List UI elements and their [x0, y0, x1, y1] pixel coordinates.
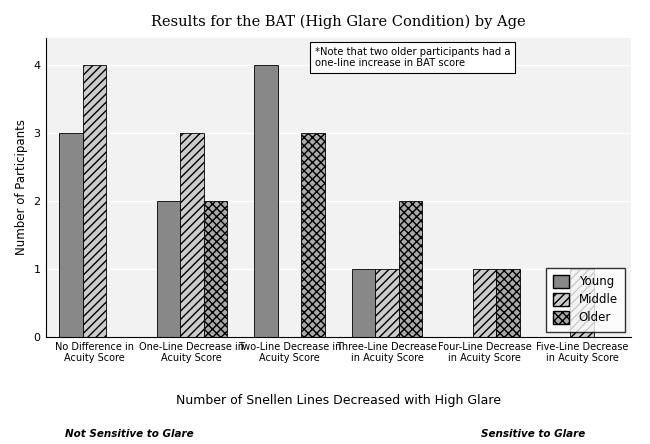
Bar	[570, 270, 593, 337]
Title: Results for the BAT (High Glare Condition) by Age: Results for the BAT (High Glare Conditio…	[151, 15, 525, 29]
Bar	[301, 133, 324, 337]
Bar	[398, 201, 422, 337]
Text: Sensitive to Glare: Sensitive to Glare	[481, 429, 585, 440]
Bar	[496, 270, 519, 337]
Bar	[254, 65, 278, 337]
Bar	[83, 65, 106, 337]
Bar	[352, 270, 375, 337]
Y-axis label: Number of Participants: Number of Participants	[15, 119, 28, 255]
Text: *Note that two older participants had a
one-line increase in BAT score: *Note that two older participants had a …	[315, 47, 510, 68]
Bar	[375, 270, 398, 337]
Bar	[59, 133, 83, 337]
Bar	[203, 201, 227, 337]
Bar	[180, 133, 203, 337]
Bar	[157, 201, 180, 337]
X-axis label: Number of Snellen Lines Decreased with High Glare: Number of Snellen Lines Decreased with H…	[176, 394, 500, 407]
Legend: Young, Middle, Older: Young, Middle, Older	[545, 268, 625, 332]
Bar	[473, 270, 496, 337]
Text: Not Sensitive to Glare: Not Sensitive to Glare	[65, 429, 194, 440]
